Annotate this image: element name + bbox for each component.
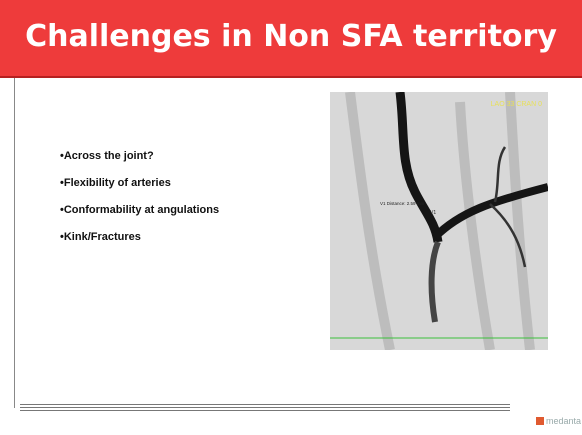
left-rule: [14, 78, 15, 408]
title-bar: Challenges in Non SFA territory: [0, 0, 582, 78]
bullet-list: •Across the joint? •Flexibility of arter…: [60, 150, 219, 258]
footer-logo: medanta: [536, 416, 581, 426]
slide-title: Challenges in Non SFA territory: [25, 19, 557, 54]
bullet: •Kink/Fractures: [60, 231, 219, 258]
overlay-label: V1: [430, 210, 436, 216]
bullet: •Conformability at angulations: [60, 204, 219, 231]
slide: Challenges in Non SFA territory •Across …: [0, 0, 582, 435]
footer-lines: [20, 404, 510, 413]
overlay-label: LAO 33 CRAN 0: [491, 101, 542, 108]
overlay-label: V1 Distance: 2.59 mm: [380, 201, 425, 206]
bullet: •Flexibility of arteries: [60, 177, 219, 204]
bullet: •Across the joint?: [60, 150, 219, 177]
angiogram-image: LAO 33 CRAN 0 V1 Distance: 2.59 mm V1: [330, 92, 548, 350]
